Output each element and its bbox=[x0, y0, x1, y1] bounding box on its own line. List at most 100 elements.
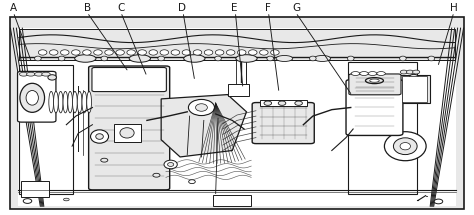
Ellipse shape bbox=[48, 75, 56, 80]
Ellipse shape bbox=[105, 50, 113, 55]
Ellipse shape bbox=[38, 50, 47, 55]
FancyBboxPatch shape bbox=[349, 74, 401, 95]
Ellipse shape bbox=[204, 50, 213, 55]
Ellipse shape bbox=[195, 104, 207, 111]
Ellipse shape bbox=[267, 56, 273, 61]
Ellipse shape bbox=[73, 91, 77, 113]
Ellipse shape bbox=[64, 198, 69, 201]
Bar bbox=[114, 124, 141, 142]
Ellipse shape bbox=[77, 91, 82, 113]
Ellipse shape bbox=[310, 56, 316, 61]
Ellipse shape bbox=[393, 138, 417, 155]
Ellipse shape bbox=[158, 56, 164, 61]
Bar bbox=[213, 195, 251, 206]
Bar bbox=[402, 76, 427, 102]
Ellipse shape bbox=[189, 180, 195, 184]
Ellipse shape bbox=[82, 50, 91, 55]
Ellipse shape bbox=[19, 72, 28, 76]
Ellipse shape bbox=[412, 70, 420, 74]
Ellipse shape bbox=[91, 130, 109, 143]
Bar bbox=[19, 29, 455, 60]
Bar bbox=[260, 100, 307, 106]
Ellipse shape bbox=[360, 72, 368, 75]
Ellipse shape bbox=[61, 50, 69, 55]
Ellipse shape bbox=[183, 55, 205, 62]
Bar bbox=[348, 62, 417, 194]
Text: A: A bbox=[9, 3, 17, 13]
Ellipse shape bbox=[400, 56, 406, 61]
FancyBboxPatch shape bbox=[89, 66, 170, 190]
Ellipse shape bbox=[101, 56, 108, 61]
FancyBboxPatch shape bbox=[18, 71, 56, 122]
Bar bbox=[399, 75, 430, 103]
Ellipse shape bbox=[236, 55, 257, 62]
FancyBboxPatch shape bbox=[92, 68, 166, 92]
Ellipse shape bbox=[406, 70, 413, 74]
Ellipse shape bbox=[35, 56, 41, 61]
Text: G: G bbox=[292, 3, 301, 13]
Ellipse shape bbox=[314, 55, 331, 61]
Ellipse shape bbox=[63, 91, 68, 113]
Ellipse shape bbox=[75, 55, 96, 62]
Ellipse shape bbox=[87, 91, 91, 113]
Ellipse shape bbox=[365, 78, 383, 84]
Ellipse shape bbox=[215, 50, 224, 55]
Ellipse shape bbox=[182, 50, 191, 55]
Ellipse shape bbox=[351, 72, 360, 75]
Ellipse shape bbox=[49, 91, 54, 113]
Ellipse shape bbox=[193, 50, 202, 55]
Text: C: C bbox=[117, 3, 125, 13]
Ellipse shape bbox=[23, 199, 32, 203]
Text: B: B bbox=[84, 3, 91, 13]
Ellipse shape bbox=[149, 50, 157, 55]
Ellipse shape bbox=[100, 158, 108, 162]
Ellipse shape bbox=[295, 101, 302, 105]
Ellipse shape bbox=[276, 55, 292, 61]
Text: H: H bbox=[450, 3, 458, 13]
Polygon shape bbox=[161, 95, 246, 157]
Ellipse shape bbox=[171, 50, 180, 55]
Ellipse shape bbox=[260, 50, 268, 55]
Bar bbox=[10, 17, 464, 209]
Ellipse shape bbox=[377, 72, 385, 75]
Ellipse shape bbox=[35, 72, 43, 76]
Ellipse shape bbox=[271, 50, 279, 55]
Ellipse shape bbox=[42, 72, 50, 76]
Ellipse shape bbox=[120, 128, 134, 138]
Ellipse shape bbox=[248, 50, 257, 55]
Ellipse shape bbox=[237, 50, 246, 55]
Ellipse shape bbox=[129, 55, 150, 62]
Ellipse shape bbox=[168, 163, 173, 166]
Ellipse shape bbox=[94, 50, 102, 55]
Ellipse shape bbox=[20, 83, 45, 112]
Ellipse shape bbox=[434, 199, 443, 204]
Ellipse shape bbox=[428, 56, 435, 61]
FancyBboxPatch shape bbox=[346, 80, 403, 135]
Ellipse shape bbox=[215, 56, 221, 61]
Ellipse shape bbox=[96, 134, 103, 139]
Ellipse shape bbox=[127, 50, 136, 55]
Ellipse shape bbox=[347, 56, 354, 61]
Bar bbox=[228, 84, 249, 96]
Ellipse shape bbox=[188, 99, 214, 116]
Ellipse shape bbox=[410, 74, 418, 79]
Ellipse shape bbox=[58, 91, 63, 113]
Bar bbox=[19, 64, 73, 194]
Ellipse shape bbox=[368, 72, 377, 75]
FancyBboxPatch shape bbox=[252, 103, 314, 144]
Ellipse shape bbox=[370, 79, 379, 82]
Ellipse shape bbox=[116, 50, 124, 55]
Ellipse shape bbox=[164, 160, 177, 169]
Ellipse shape bbox=[49, 50, 58, 55]
Ellipse shape bbox=[227, 50, 235, 55]
Ellipse shape bbox=[54, 91, 58, 113]
Ellipse shape bbox=[160, 50, 169, 55]
Text: D: D bbox=[179, 3, 186, 13]
Ellipse shape bbox=[384, 132, 426, 161]
Ellipse shape bbox=[153, 173, 160, 177]
Ellipse shape bbox=[68, 91, 73, 113]
Ellipse shape bbox=[278, 101, 286, 105]
Text: F: F bbox=[265, 3, 271, 13]
Ellipse shape bbox=[26, 91, 38, 105]
Ellipse shape bbox=[264, 101, 272, 105]
